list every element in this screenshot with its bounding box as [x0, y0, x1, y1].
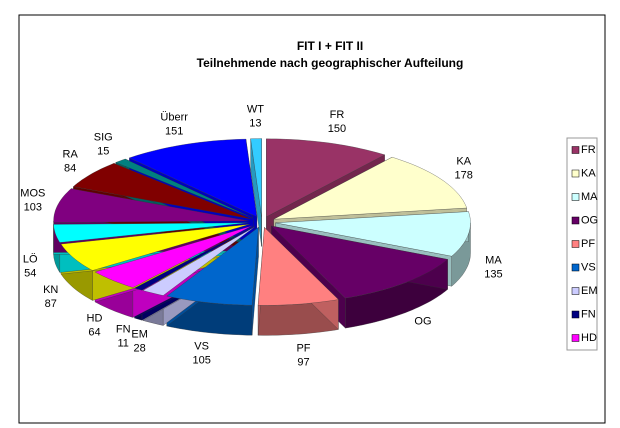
value-label: 150 [328, 123, 346, 135]
value-label: 64 [88, 326, 100, 338]
legend-label: FN [581, 308, 596, 320]
slice [53, 222, 249, 243]
slice [266, 138, 386, 218]
slice-label: RA [63, 149, 79, 161]
value-label: 28 [134, 343, 146, 355]
chart-subtitle: Teilnehmende nach geographischer Aufteil… [197, 56, 464, 70]
legend-swatch [571, 169, 580, 178]
slice-label: FR [330, 109, 345, 121]
value-label: 97 [297, 357, 309, 369]
slice [60, 224, 250, 271]
legend-label: VS [581, 261, 596, 273]
value-label: 84 [64, 163, 76, 175]
slice-label: LÖ [23, 253, 38, 265]
legend-label: PF [581, 238, 595, 250]
value-label: 15 [97, 146, 109, 158]
slice [72, 163, 251, 220]
slice-label: EM [131, 329, 148, 341]
slice-label: PF [296, 343, 310, 355]
value-label: 105 [192, 355, 210, 367]
value-label: 11 [118, 338, 129, 350]
slice-label: MA [485, 255, 502, 267]
slice-label: KN [43, 284, 58, 296]
slice [53, 188, 249, 223]
slice [134, 226, 254, 291]
value-label: 13 [249, 118, 261, 130]
slice [94, 225, 253, 288]
value-label: 151 [165, 125, 183, 137]
slice-label: KA [456, 156, 471, 168]
slice [166, 226, 259, 306]
slice-label: MOS [20, 188, 45, 200]
legend-swatch [571, 240, 580, 248]
slice [142, 226, 255, 296]
slice [257, 227, 339, 306]
legend-swatch [571, 334, 580, 342]
legend-label: FR [581, 144, 596, 156]
legend-label: OG [581, 214, 598, 226]
value-label: 135 [484, 269, 502, 281]
value-label: 87 [45, 298, 57, 310]
value-label: 103 [24, 202, 42, 214]
slice-label: OG [414, 315, 431, 327]
slice [270, 225, 448, 299]
legend-swatch [571, 146, 580, 154]
value-label: 178 [455, 170, 473, 182]
slice-label: HD [87, 312, 103, 324]
legend-swatch [571, 287, 580, 295]
legend-swatch [571, 263, 580, 272]
legend-label: EM [581, 285, 598, 297]
slice-label: VS [194, 341, 209, 353]
slice-label: Überr [160, 111, 188, 123]
slice [250, 138, 262, 217]
slice [115, 158, 253, 219]
slice [128, 138, 258, 218]
legend-swatch [571, 193, 580, 201]
legend-label: HD [581, 332, 597, 344]
slice-label: WT [247, 104, 264, 116]
legend-label: MA [581, 191, 598, 203]
chart-title: FIT I + FIT II [297, 39, 363, 53]
legend-swatch [571, 216, 580, 225]
slice [275, 211, 471, 257]
slice-label: FN [116, 324, 131, 336]
legend-swatch [571, 310, 580, 319]
slice [273, 157, 467, 220]
legend-label: KA [581, 167, 596, 179]
value-label: 54 [24, 267, 36, 279]
slice-label: SIG [94, 132, 113, 144]
